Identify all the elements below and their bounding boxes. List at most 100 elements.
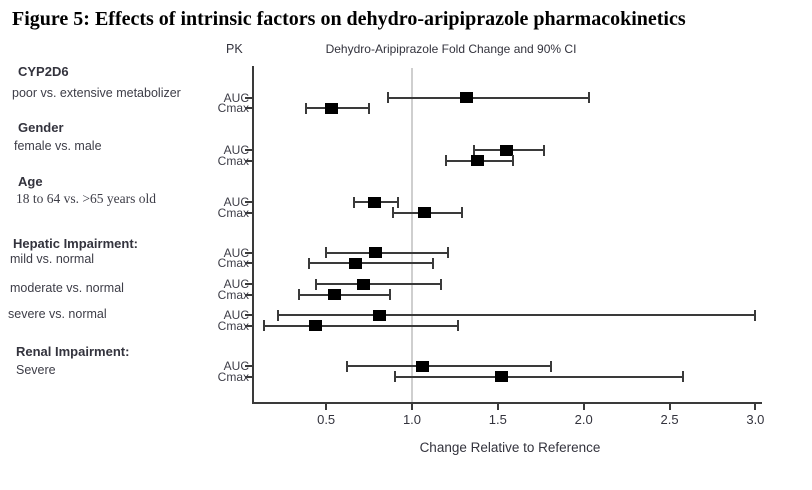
point-estimate-marker <box>415 360 429 372</box>
x-axis-tick <box>754 404 757 410</box>
point-estimate-marker <box>357 278 371 290</box>
comparison-label: moderate vs. normal <box>10 281 124 295</box>
ci-cap-low <box>445 155 448 167</box>
ci-cap-high <box>550 360 553 372</box>
ci-cap-high <box>460 207 463 219</box>
group-heading: CYP2D6 <box>18 64 69 79</box>
ci-cap-low <box>314 278 317 290</box>
ci-cap-low <box>307 257 310 269</box>
ci-line <box>387 96 589 99</box>
comparison-label: severe vs. normal <box>8 307 107 321</box>
ci-line <box>315 283 442 285</box>
comparison-label: Severe <box>16 363 56 377</box>
y-axis-row-tick <box>245 293 253 296</box>
x-tick-label: 1.5 <box>488 412 507 427</box>
y-axis-row-tick <box>245 283 253 285</box>
y-axis-row-tick <box>245 149 253 151</box>
group-heading: Gender <box>18 120 64 135</box>
point-estimate-marker <box>470 155 484 167</box>
ci-cap-low <box>472 144 475 156</box>
y-axis-row-tick <box>245 324 253 327</box>
ci-line <box>394 375 684 378</box>
y-axis-row-tick <box>245 201 253 203</box>
ci-cap-high <box>431 257 434 269</box>
y-axis-row-tick <box>245 365 253 367</box>
ci-cap-high <box>447 247 450 259</box>
point-estimate-marker <box>494 371 508 383</box>
ci-cap-high <box>440 278 443 290</box>
x-tick-label: 0.5 <box>317 412 336 427</box>
x-tick-label: 1.0 <box>402 412 422 427</box>
pk-row-label: Cmax <box>217 153 249 168</box>
point-estimate-marker <box>367 196 381 208</box>
group-heading: Age <box>18 174 43 189</box>
y-axis-row-tick <box>245 211 253 214</box>
ci-line <box>264 324 459 327</box>
pk-column-header: PK <box>226 42 243 56</box>
pk-row-label: Cmax <box>217 369 249 384</box>
point-estimate-marker <box>309 320 323 332</box>
ci-cap-low <box>263 320 266 332</box>
y-axis-row-tick <box>245 159 253 162</box>
pk-row-label: Cmax <box>217 318 249 333</box>
point-estimate-marker <box>417 207 431 219</box>
x-axis-label: Change Relative to Reference <box>419 440 601 455</box>
reference-line <box>411 68 413 402</box>
comparison-label: mild vs. normal <box>10 252 95 266</box>
pk-row-label: AUC <box>223 195 249 209</box>
pk-row-label: Cmax <box>217 287 249 302</box>
ci-cap-high <box>754 309 757 321</box>
ci-cap-low <box>297 289 300 301</box>
ci-cap-low <box>277 309 280 321</box>
x-axis-tick <box>411 404 413 410</box>
x-tick-label: 2.5 <box>660 412 679 427</box>
group-heading: Hepatic Impairment: <box>13 236 138 251</box>
point-estimate-marker <box>369 247 383 259</box>
ci-line <box>326 251 449 254</box>
y-axis-row-tick <box>245 262 253 265</box>
pk-row-label: AUC <box>223 308 249 322</box>
ci-line <box>346 365 552 367</box>
point-estimate-marker <box>499 144 513 156</box>
ci-cap-low <box>345 360 348 372</box>
pk-row-label: Cmax <box>217 101 249 116</box>
x-axis-tick <box>325 404 328 410</box>
x-axis-tick <box>668 404 671 410</box>
plot-header: Dehydro-Aripiprazole Fold Change and 90%… <box>325 42 577 56</box>
comparison-label: female vs. male <box>14 139 102 153</box>
ci-cap-high <box>388 289 391 301</box>
pk-row-label: AUC <box>223 277 249 291</box>
pk-row-label: AUC <box>223 143 249 157</box>
y-axis-row-tick <box>245 107 253 110</box>
ci-cap-low <box>304 102 307 114</box>
point-estimate-marker <box>328 289 342 301</box>
ci-cap-high <box>587 92 590 103</box>
x-tick-label: 3.0 <box>746 412 765 427</box>
y-axis-row-tick <box>245 314 253 316</box>
comparison-label: poor vs. extensive metabolizer <box>12 86 181 100</box>
point-estimate-marker <box>324 102 338 114</box>
ci-cap-high <box>397 196 400 208</box>
ci-cap-low <box>392 207 395 219</box>
x-axis-line <box>252 402 762 404</box>
ci-cap-low <box>393 371 396 383</box>
point-estimate-marker <box>348 257 362 269</box>
ci-cap-high <box>368 102 371 114</box>
group-heading: Renal Impairment: <box>16 344 130 359</box>
pk-row-label: AUC <box>223 245 249 260</box>
point-estimate-marker <box>372 309 386 321</box>
figure-title: Figure 5: Effects of intrinsic factors o… <box>12 8 686 30</box>
ci-cap-high <box>457 320 460 332</box>
x-axis-tick <box>496 404 499 410</box>
pk-row-label: AUC <box>223 359 249 373</box>
ci-line <box>298 293 390 296</box>
point-estimate-marker <box>460 92 474 103</box>
x-tick-label: 2.0 <box>574 412 593 427</box>
pk-row-label: Cmax <box>217 256 249 271</box>
y-axis-line <box>252 66 254 404</box>
x-axis-tick <box>582 404 585 410</box>
y-axis-row-tick <box>245 375 253 378</box>
ci-cap-low <box>352 196 355 208</box>
y-axis-row-tick <box>245 96 253 99</box>
